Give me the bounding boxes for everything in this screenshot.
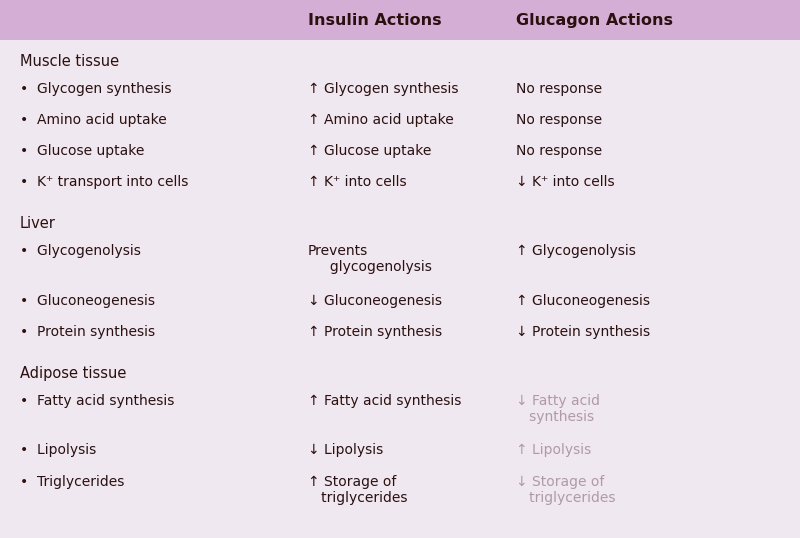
Text: ↑ Storage of
   triglycerides: ↑ Storage of triglycerides (308, 475, 407, 505)
Text: No response: No response (516, 113, 602, 127)
Text: Insulin Actions: Insulin Actions (308, 13, 442, 27)
Text: ↓ Gluconeogenesis: ↓ Gluconeogenesis (308, 294, 442, 308)
Text: No response: No response (516, 144, 602, 158)
Text: •  Fatty acid synthesis: • Fatty acid synthesis (20, 394, 174, 408)
Text: No response: No response (516, 82, 602, 96)
Text: Liver: Liver (20, 216, 56, 231)
Text: •  Glycogenolysis: • Glycogenolysis (20, 244, 141, 258)
Text: ↑ Fatty acid synthesis: ↑ Fatty acid synthesis (308, 394, 462, 408)
Text: •  Protein synthesis: • Protein synthesis (20, 325, 155, 339)
Text: ↑ Glycogenolysis: ↑ Glycogenolysis (516, 244, 636, 258)
Text: •  Glucose uptake: • Glucose uptake (20, 144, 144, 158)
Text: •  Amino acid uptake: • Amino acid uptake (20, 113, 166, 127)
Text: Prevents
     glycogenolysis: Prevents glycogenolysis (308, 244, 432, 274)
FancyBboxPatch shape (0, 0, 800, 40)
Text: ↓ Fatty acid
   synthesis: ↓ Fatty acid synthesis (516, 394, 600, 424)
Text: •  Glycogen synthesis: • Glycogen synthesis (20, 82, 171, 96)
Text: ↓ Protein synthesis: ↓ Protein synthesis (516, 325, 650, 339)
Text: Adipose tissue: Adipose tissue (20, 366, 126, 381)
Text: •  Lipolysis: • Lipolysis (20, 443, 96, 457)
Text: Glucagon Actions: Glucagon Actions (516, 13, 673, 27)
Text: ↑ Gluconeogenesis: ↑ Gluconeogenesis (516, 294, 650, 308)
Text: •  Gluconeogenesis: • Gluconeogenesis (20, 294, 155, 308)
Text: ↑ Amino acid uptake: ↑ Amino acid uptake (308, 113, 454, 127)
Text: ↑ Protein synthesis: ↑ Protein synthesis (308, 325, 442, 339)
Text: •  K⁺ transport into cells: • K⁺ transport into cells (20, 175, 188, 189)
Text: ↓ Lipolysis: ↓ Lipolysis (308, 443, 383, 457)
Text: Muscle tissue: Muscle tissue (20, 54, 119, 69)
Text: ↑ K⁺ into cells: ↑ K⁺ into cells (308, 175, 406, 189)
Text: ↑ Glucose uptake: ↑ Glucose uptake (308, 144, 431, 158)
Text: ↓ K⁺ into cells: ↓ K⁺ into cells (516, 175, 614, 189)
Text: ↓ Storage of
   triglycerides: ↓ Storage of triglycerides (516, 475, 615, 505)
Text: ↑ Lipolysis: ↑ Lipolysis (516, 443, 591, 457)
Text: ↑ Glycogen synthesis: ↑ Glycogen synthesis (308, 82, 458, 96)
Text: •  Triglycerides: • Triglycerides (20, 475, 124, 489)
